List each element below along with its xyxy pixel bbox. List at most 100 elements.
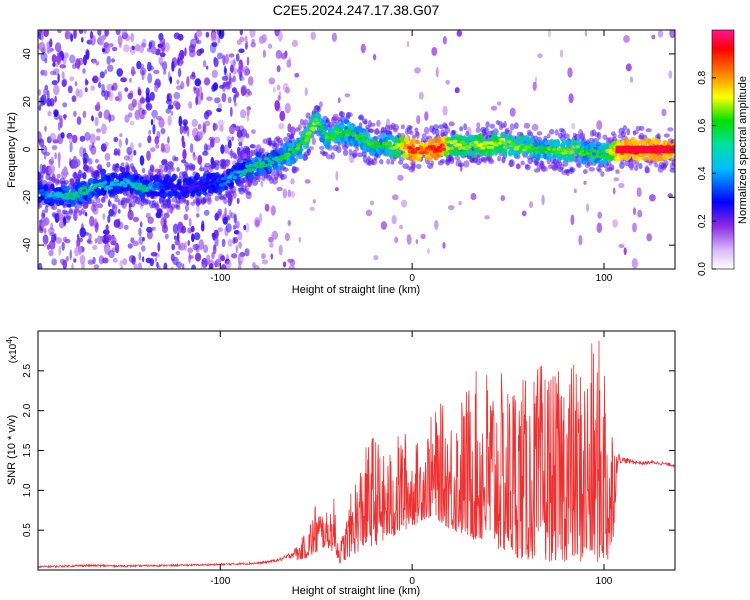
spectrogram-ridge-blob [100,197,106,204]
spectrogram-ridge-blob [41,209,46,217]
spectrogram-noise-blob [287,220,291,226]
spectrogram-noise-blob [337,97,341,104]
spectrogram-ridge-blob [269,161,275,165]
spectrogram-ridge-blob [454,155,461,161]
spectrogram-ridge-blob [558,163,565,170]
spectrogram-ridge-blob [547,153,553,160]
spectrogram-noise-blob [128,255,136,263]
spectrogram-ridge-blob [317,122,322,126]
spectrogram-ridge-blob [568,168,574,174]
spectrogram-ridge-blob [261,147,265,154]
spectrogram-ridge-blob [82,186,88,190]
spectrogram-ridge-blob [51,204,58,211]
spectrogram-noise-blob [98,36,104,46]
spectrogram-noise-blob [206,96,213,102]
spectrogram-noise-blob [147,135,152,144]
spectrogram-noise-blob [92,256,96,265]
spectrogram-ridge-blob [587,154,592,158]
spectrogram-noise-blob [103,43,111,54]
spectrogram-noise-blob [44,125,47,132]
spectrogram-noise-blob [172,155,177,162]
spectrogram-noise-blob [264,203,270,212]
spectrogram-ridge-blob [431,145,437,149]
spectrogram-noise-blob [276,84,281,91]
spectrogram-noise-blob [657,30,664,38]
spectrogram-ridge-blob [529,153,534,158]
spectrogram-ridge-blob [251,168,256,172]
spectrogram-ridge-blob [150,183,155,187]
spectrogram-noise-blob [170,266,174,269]
spectrogram-ridge-blob [108,201,113,207]
spectrogram-noise-blob [104,141,109,147]
spectrogram-ridge-blob [632,130,639,135]
spectrogram-ridge-blob [141,167,146,174]
spectrogram-noise-blob [573,188,577,194]
spectrogram-ridge-blob [299,118,304,126]
spectrogram-noise-blob [200,263,207,269]
spectrogram-noise-blob [239,30,243,36]
spectrogram-noise-blob [191,127,199,138]
spectrogram-noise-blob [154,135,160,145]
spectrogram-noise-blob [529,201,533,209]
spectrogram-ridge-blob [489,123,495,129]
spectrogram-ridge-blob [133,182,138,186]
spectrogram-noise-blob [142,237,145,242]
spectrogram-noise-blob [49,38,53,48]
spectrogram-ridge-blob [523,122,531,129]
spectrogram-noise-blob [667,193,673,198]
spectrogram-noise-blob [97,82,102,89]
spectrogram-noise-blob [251,129,256,135]
spectrogram-noise-blob [225,81,231,90]
spectrogram-noise-blob [150,251,158,257]
spectrogram-ridge-blob [452,130,457,135]
spectrogram-ridge-blob [449,146,454,150]
spectrogram-noise-blob [58,115,63,121]
spectrogram-noise-blob [91,115,94,122]
spectrogram-ylabel: Frequency (Hz) [6,112,18,188]
spectrogram-noise-blob [224,72,229,82]
spectrogram-noise-blob [160,216,167,228]
spectrogram-noise-blob [61,241,65,251]
spectrogram-ridge-blob [56,213,64,222]
spectrogram-noise-blob [312,199,316,204]
spectrogram-noise-blob [94,116,99,127]
spectrogram-noise-blob [170,253,175,262]
spectrogram-ytick-label: 0 [22,146,33,152]
spectrogram-noise-blob [145,102,153,111]
spectrogram-ridge-blob [166,202,172,209]
spectrogram-noise-blob [240,76,245,81]
spectrogram-ridge-blob [426,156,433,161]
spectrogram-noise-blob [414,67,421,74]
spectrogram-ridge-blob [303,119,309,125]
spectrogram-ridge-blob [80,180,87,185]
spectrogram-noise-blob [59,221,65,229]
spectrogram-noise-blob [89,215,95,227]
spectrogram-noise-blob [69,249,72,260]
spectrogram-noise-blob [240,109,247,119]
spectrogram-noise-blob [132,216,140,223]
spectrogram-ridge-blob [267,137,272,146]
spectrogram-ridge-blob [656,138,662,145]
spectrogram-noise-blob [165,98,173,105]
spectrogram-noise-blob [447,205,455,211]
spectrogram-noise-blob [289,258,296,267]
spectrogram-noise-blob [424,111,429,121]
snr-xtick-label: 0 [409,576,415,587]
spectrogram-noise-blob [167,115,172,126]
spectrogram-ridge-blob [590,155,595,159]
spectrogram-ridge-blob [307,131,312,135]
spectrogram-ridge-blob [120,162,125,167]
spectrogram-ridge-blob [376,119,381,127]
spectrogram-noise-blob [258,35,265,44]
spectrogram-ridge-blob [111,172,118,179]
spectrogram-noise-blob [51,54,57,63]
spectrogram-noise-blob [68,135,73,144]
spectrogram-noise-blob [221,92,227,103]
spectrogram-ridge-blob [125,198,131,204]
spectrogram-ridge-blob [113,194,119,199]
spectrogram-ridge-blob [338,134,344,138]
spectrogram-noise-blob [245,191,252,200]
spectrogram-noise-blob [84,212,88,217]
spectrogram-noise-blob [172,100,179,107]
spectrogram-noise-blob [399,224,403,230]
